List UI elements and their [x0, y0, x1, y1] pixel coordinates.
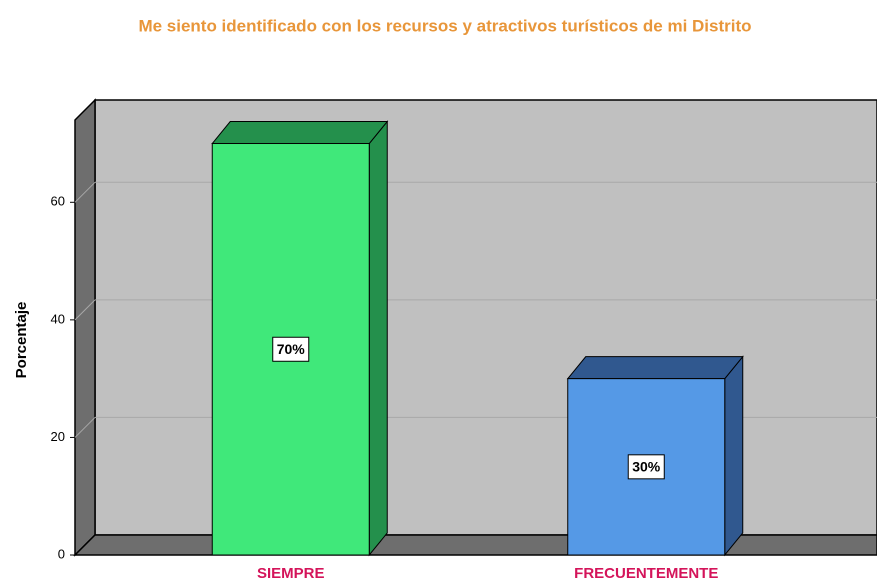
x-tick-label: FRECUENTEMENTE	[574, 565, 718, 582]
grid-line	[74, 181, 96, 203]
y-tick-label: 20	[51, 429, 65, 444]
value-label-box	[272, 336, 310, 362]
value-label: 70%	[277, 341, 306, 357]
bar-top	[566, 356, 744, 380]
y-axis-label: Porcentaje	[13, 302, 30, 379]
floor	[73, 534, 877, 556]
bar-side	[724, 355, 744, 557]
x-tick-label: SIEMPRE	[257, 565, 325, 582]
side-wall	[74, 98, 96, 557]
grid-line	[74, 417, 96, 438]
y-tick-label: 40	[51, 311, 65, 326]
y-tick-label: 60	[51, 194, 65, 209]
y-tick-label: 0	[58, 546, 65, 561]
value-label-box	[627, 454, 665, 480]
value-label: 30%	[632, 459, 661, 475]
chart-title: Me siento identificado con los recursos …	[138, 16, 751, 35]
bar-side	[368, 120, 388, 557]
bar-top	[211, 121, 389, 145]
grid-line	[74, 299, 96, 321]
